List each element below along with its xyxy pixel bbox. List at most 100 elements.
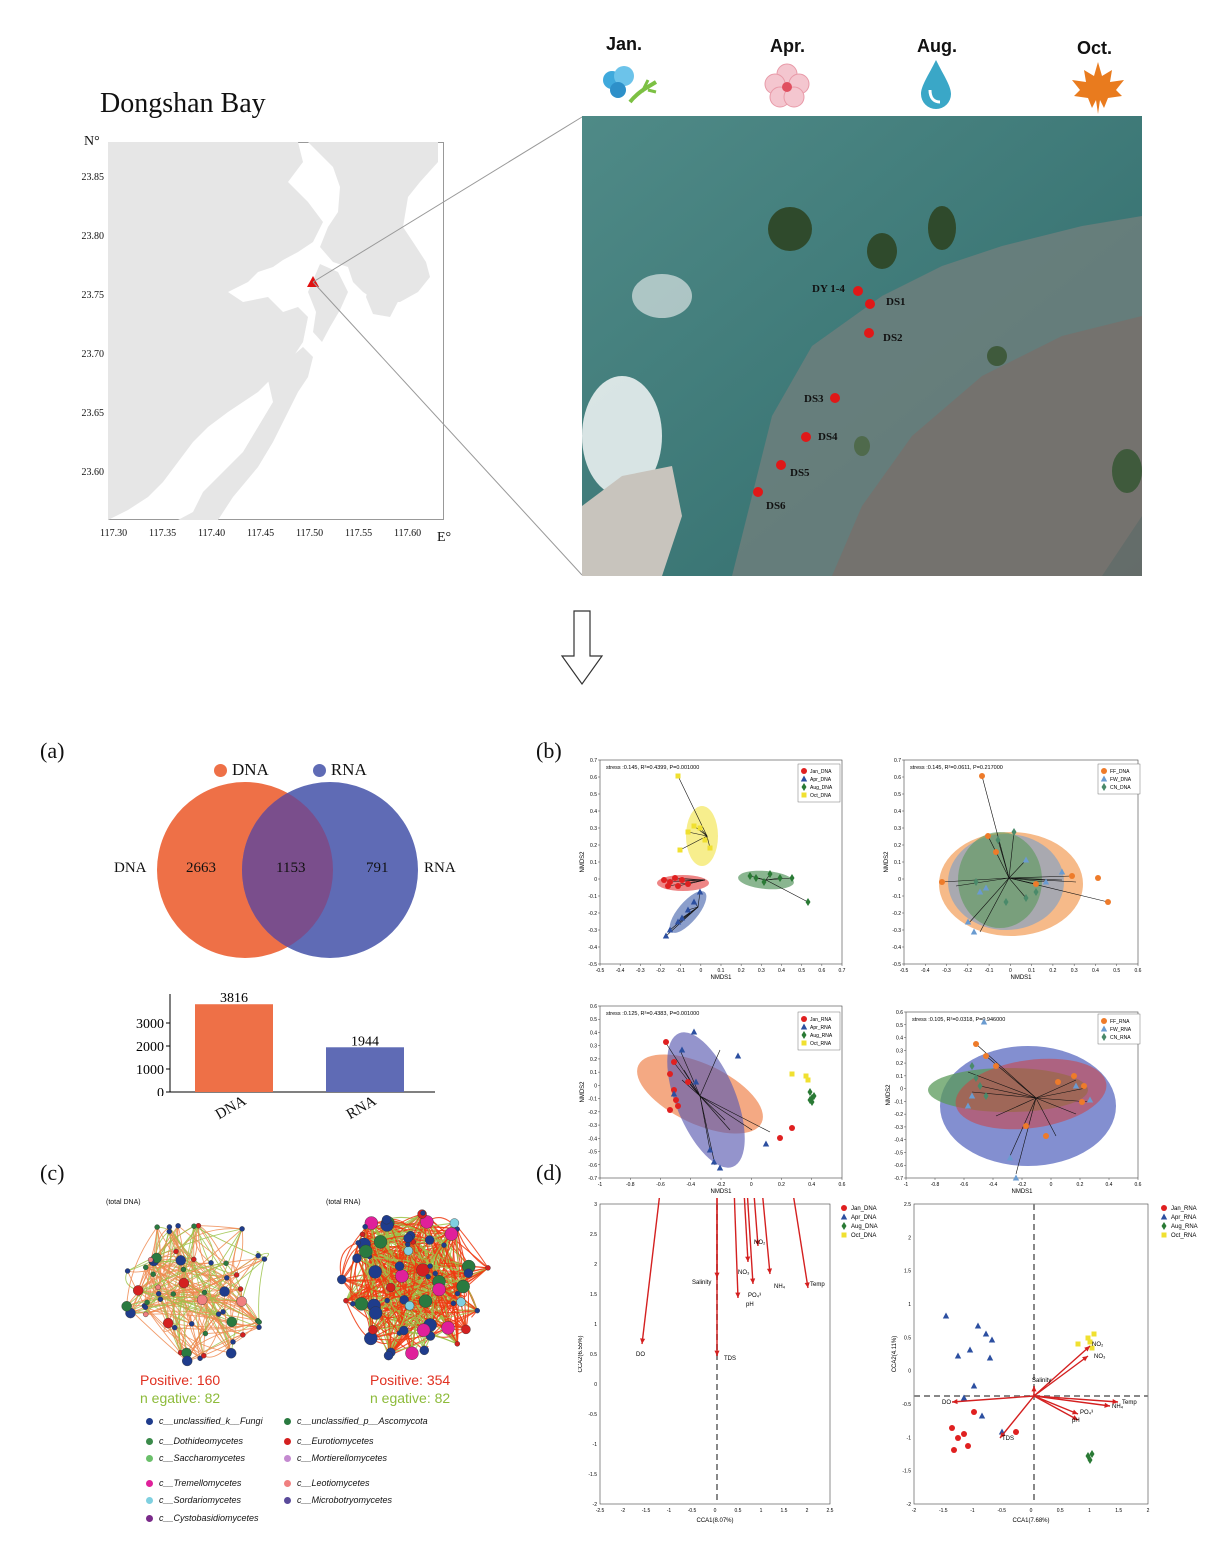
x-tick-label: -1	[598, 1182, 603, 1188]
legend-label: Jan_RNA	[810, 1017, 832, 1023]
y-tick-label: -0.1	[894, 1099, 903, 1105]
network-edge	[202, 1302, 243, 1336]
network-node	[142, 1304, 149, 1310]
network-node	[416, 1263, 430, 1277]
y-tick-label: -0.1	[892, 894, 901, 900]
data-point	[1071, 1073, 1077, 1079]
legend-label: Aug_RNA	[810, 1033, 833, 1039]
data-point	[970, 1382, 978, 1389]
network-node	[352, 1253, 362, 1263]
y-tick-label: -0.4	[894, 1138, 903, 1144]
data-point	[974, 1322, 982, 1329]
network-edge	[407, 1250, 449, 1329]
y-tick-label: -0.7	[894, 1176, 903, 1182]
y-tick-label: 0.3	[590, 1044, 597, 1050]
spider-line	[683, 1069, 701, 1097]
x-tick-label: 2.5	[827, 1508, 834, 1514]
data-point	[1087, 1339, 1093, 1345]
vector-label: Salinity	[692, 1280, 711, 1286]
network-node	[364, 1216, 379, 1230]
legend-label: Apr_RNA	[1171, 1215, 1196, 1221]
network-edge	[370, 1222, 405, 1301]
y-tick-label: 0.6	[590, 1004, 597, 1010]
x-tick-label: -0.3	[636, 968, 645, 974]
y-tick-label: 0	[157, 1086, 164, 1096]
vector-arrowhead	[1082, 1356, 1088, 1362]
network-node	[197, 1355, 203, 1361]
y-tick-label: 2	[594, 1262, 597, 1268]
venn-set-label-rna: RNA	[424, 860, 456, 876]
data-point	[697, 825, 703, 831]
network-node	[143, 1311, 149, 1318]
y-tick-label: 0	[898, 877, 901, 883]
network-edge	[186, 1255, 259, 1362]
network-dna	[121, 1222, 270, 1367]
spider-line	[1035, 1097, 1057, 1137]
positive-label: Positive:	[140, 1372, 197, 1388]
network-node	[157, 1296, 164, 1302]
network-node	[215, 1311, 222, 1317]
data-point	[983, 1053, 989, 1059]
network-edge	[145, 1313, 232, 1323]
spider-line	[979, 877, 1010, 933]
y-tick-label: -0.2	[894, 1112, 903, 1118]
data-point	[761, 878, 767, 886]
data-point	[734, 1052, 742, 1059]
data-point	[979, 773, 985, 779]
data-point	[811, 1092, 817, 1100]
bar-rna	[326, 1047, 404, 1092]
legend-label: Jan_DNA	[851, 1206, 877, 1212]
data-point	[662, 932, 670, 939]
x-tick-label: 1.5	[781, 1508, 788, 1514]
lon-tick-labels: 117.30 117.35 117.40 117.45 117.50 117.5…	[100, 528, 443, 539]
spider-line	[1008, 877, 1063, 881]
data-point	[674, 918, 682, 925]
data-point	[988, 1336, 996, 1343]
x-tick-label: 1.5	[1115, 1508, 1122, 1514]
network-node	[432, 1270, 438, 1277]
network-node	[350, 1301, 356, 1307]
x-tick-label: -0.8	[931, 1182, 940, 1188]
x-tick-label: -1.5	[642, 1508, 651, 1514]
legend-item: c__Sordariomycetes	[146, 1495, 241, 1505]
legend-label: Oct_RNA	[810, 1041, 832, 1047]
spider-line	[1015, 1097, 1037, 1175]
network-node	[368, 1306, 383, 1320]
confidence-ellipse	[958, 832, 1042, 928]
network-node	[359, 1244, 373, 1259]
spider-line	[687, 906, 699, 911]
data-point	[1033, 888, 1039, 896]
x-tick-label: -0.1	[676, 968, 685, 974]
network-node	[162, 1317, 174, 1329]
vector-arrowhead	[1072, 1409, 1078, 1415]
legend-marker	[1161, 1232, 1167, 1238]
y-tick-label: 2000	[136, 1040, 164, 1055]
data-point	[753, 874, 759, 882]
legend-label: FW_RNA	[1110, 1027, 1132, 1033]
season-label-jan: Jan.	[606, 34, 643, 54]
x-tick-label: -2.5	[596, 1508, 605, 1514]
vector-arrowhead	[1000, 1432, 1006, 1438]
spider-line	[981, 775, 1010, 879]
venn-value-overlap: 1153	[276, 860, 306, 876]
env-vector	[641, 1198, 661, 1345]
panel-label-c: (c)	[40, 1160, 65, 1185]
network-edge	[443, 1244, 459, 1294]
x-tick-label: -0.2	[964, 968, 973, 974]
legend-label-rna: RNA	[330, 760, 367, 779]
y-tick-label: 0.5	[590, 1352, 597, 1358]
venn-set-label-dna: DNA	[114, 860, 147, 876]
network-node	[191, 1223, 197, 1229]
y-tick-label: 0.5	[896, 1023, 903, 1029]
data-point	[747, 872, 753, 880]
network-node	[395, 1269, 409, 1283]
data-point	[993, 1063, 999, 1069]
x-tick-label: 0.2	[778, 1182, 785, 1188]
y-tick-label: 0.7	[590, 758, 597, 764]
cca-plot-dna: -2.5 -2 -1.5 -1 -0.5 0 0.5 1 1.5 2 2.532.521.510.5…	[578, 1198, 878, 1524]
vector-label: Temp	[810, 1282, 825, 1288]
y-axis-label: CCA2(6.55%)	[578, 1335, 584, 1372]
y-tick-label: 3000	[136, 1017, 164, 1032]
y-tick-label: 0.5	[894, 792, 901, 798]
x-tick-label: 2	[1147, 1508, 1150, 1514]
